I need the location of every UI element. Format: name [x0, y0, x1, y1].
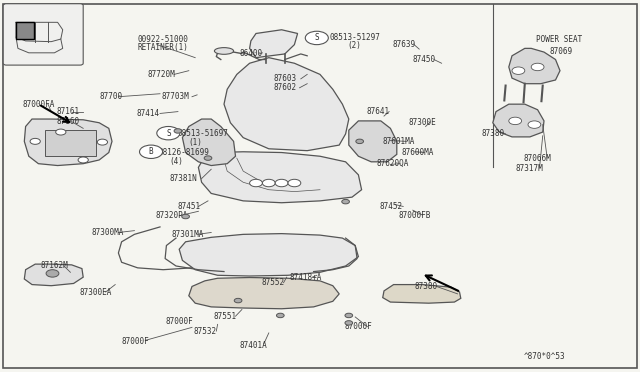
Text: 87300EA: 87300EA — [80, 288, 113, 296]
FancyBboxPatch shape — [45, 130, 96, 156]
Circle shape — [46, 270, 59, 277]
Circle shape — [528, 121, 541, 128]
Text: 87620QA: 87620QA — [376, 159, 409, 168]
Circle shape — [275, 179, 288, 187]
Polygon shape — [349, 121, 397, 162]
Ellipse shape — [214, 48, 234, 54]
Text: (2): (2) — [348, 41, 362, 50]
Circle shape — [78, 157, 88, 163]
Text: 87000FB: 87000FB — [399, 211, 431, 219]
Text: 87451: 87451 — [178, 202, 201, 211]
Text: ^870*0^53: ^870*0^53 — [524, 352, 565, 361]
Circle shape — [509, 117, 522, 125]
Text: 87603: 87603 — [274, 74, 297, 83]
Polygon shape — [509, 48, 560, 84]
Text: B: B — [148, 147, 154, 156]
Circle shape — [305, 31, 328, 45]
Circle shape — [345, 313, 353, 318]
Text: 87552: 87552 — [261, 278, 284, 287]
Text: 87414: 87414 — [136, 109, 159, 118]
Polygon shape — [182, 119, 236, 166]
Text: S: S — [166, 129, 171, 138]
Text: 87317M: 87317M — [515, 164, 543, 173]
Text: 87450: 87450 — [413, 55, 436, 64]
Text: 86400: 86400 — [240, 49, 263, 58]
Text: 08126-81699: 08126-81699 — [159, 148, 209, 157]
Polygon shape — [198, 152, 362, 203]
Text: 87066M: 87066M — [524, 154, 551, 163]
Circle shape — [204, 156, 212, 160]
Text: 87452: 87452 — [380, 202, 403, 211]
Text: 87601MA: 87601MA — [383, 137, 415, 146]
Circle shape — [56, 129, 66, 135]
Text: 87161: 87161 — [56, 107, 79, 116]
FancyBboxPatch shape — [16, 22, 34, 39]
Text: 87000F: 87000F — [165, 317, 193, 326]
Text: 87418+A: 87418+A — [290, 273, 323, 282]
Text: 87401A: 87401A — [240, 341, 268, 350]
Text: 87301MA: 87301MA — [172, 230, 204, 239]
Circle shape — [288, 179, 301, 187]
Circle shape — [262, 179, 275, 187]
Text: 00922-51000: 00922-51000 — [138, 35, 188, 44]
Text: 08513-51697: 08513-51697 — [178, 129, 228, 138]
Polygon shape — [24, 264, 83, 286]
Text: 87639: 87639 — [392, 40, 415, 49]
Circle shape — [531, 63, 544, 71]
Text: 87000FA: 87000FA — [22, 100, 55, 109]
Text: 87162M: 87162M — [40, 262, 68, 270]
Polygon shape — [493, 104, 544, 137]
Text: 87380: 87380 — [415, 282, 438, 291]
Circle shape — [30, 138, 40, 144]
Circle shape — [182, 214, 189, 219]
Circle shape — [342, 199, 349, 204]
Text: 87380: 87380 — [481, 129, 504, 138]
Text: 87000F: 87000F — [122, 337, 149, 346]
Circle shape — [157, 126, 180, 140]
Text: 87600MA: 87600MA — [402, 148, 435, 157]
Circle shape — [512, 67, 525, 74]
Circle shape — [250, 179, 262, 187]
Circle shape — [97, 139, 108, 145]
Polygon shape — [24, 119, 112, 166]
Circle shape — [140, 145, 163, 158]
Polygon shape — [224, 58, 349, 151]
Text: 87641: 87641 — [366, 107, 389, 116]
Text: 87602: 87602 — [274, 83, 297, 92]
Text: 87720M: 87720M — [147, 70, 175, 79]
Circle shape — [356, 139, 364, 144]
Polygon shape — [189, 278, 339, 309]
Text: 87551: 87551 — [213, 312, 236, 321]
Text: 87700: 87700 — [99, 92, 122, 101]
Text: 87300MA: 87300MA — [92, 228, 124, 237]
Text: 87381N: 87381N — [170, 174, 197, 183]
Text: S: S — [314, 33, 319, 42]
Polygon shape — [179, 234, 358, 276]
Circle shape — [276, 313, 284, 318]
Circle shape — [234, 298, 242, 303]
Text: 87069: 87069 — [549, 47, 572, 56]
Text: 87000F: 87000F — [344, 322, 372, 331]
Circle shape — [345, 321, 353, 325]
Text: POWER SEAT: POWER SEAT — [536, 35, 582, 44]
Text: 87160: 87160 — [56, 117, 79, 126]
Text: (4): (4) — [170, 157, 184, 166]
Text: 87703M: 87703M — [161, 92, 189, 101]
Text: 08513-51297: 08513-51297 — [330, 33, 380, 42]
Text: 87532: 87532 — [194, 327, 217, 336]
Text: RETAINER(1): RETAINER(1) — [138, 43, 188, 52]
Polygon shape — [383, 285, 461, 303]
Text: 87320PA: 87320PA — [156, 211, 188, 220]
FancyBboxPatch shape — [3, 4, 83, 65]
Polygon shape — [250, 30, 298, 58]
Text: 87300E: 87300E — [408, 118, 436, 126]
Text: (1): (1) — [189, 138, 203, 147]
Circle shape — [174, 129, 182, 133]
